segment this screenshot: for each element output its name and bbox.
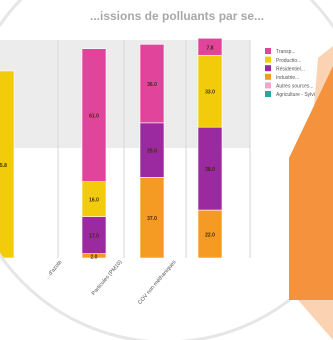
category-separators — [57, 40, 251, 258]
bar-value-label: 61.0 — [89, 114, 99, 120]
bar-segment — [197, 37, 223, 56]
bar-value-label: 85.8 — [0, 163, 7, 169]
legend-label: Productio... — [276, 58, 301, 64]
bar-value-label: 2.0 — [91, 254, 98, 260]
bar-segment — [139, 122, 165, 178]
accent-shape — [289, 66, 333, 300]
bar-segment — [139, 44, 165, 124]
legend-label: Agriculture - Sylvi... — [276, 92, 319, 98]
bar-segment — [197, 126, 223, 211]
bar-value-label: 7.8 — [207, 45, 214, 51]
bars-group: 85.8 2.0 17.0 16.0 61.0 37.0 25.0 36.0 22.0 38.0 3… — [0, 37, 223, 260]
bar-value-label: 25.0 — [147, 149, 157, 155]
legend-swatch — [265, 65, 271, 72]
legend-swatch — [265, 82, 271, 89]
bar-segment — [197, 54, 223, 128]
legend-label: Autres sources... — [276, 84, 314, 90]
bar-value-label: 38.0 — [205, 167, 215, 173]
legend-swatch — [265, 73, 271, 80]
chart-title: ...issions de polluants par se... — [90, 9, 264, 23]
legend-swatch — [265, 91, 271, 97]
legend: Transp... Productio... Résidentiel... Indus… — [265, 48, 319, 98]
bar-value-label: 17.0 — [89, 234, 99, 240]
bar-value-label: 16.0 — [89, 198, 99, 204]
bar-value-label: 37.0 — [147, 216, 157, 222]
legend-label: Transp... — [276, 49, 296, 55]
bar-value-label: 36.0 — [147, 82, 157, 88]
legend-swatch — [265, 56, 271, 63]
bar-value-label: 33.0 — [205, 90, 215, 96]
bar-segment — [81, 48, 107, 182]
bar-segment — [197, 209, 223, 259]
legend-label: Industrie... — [276, 75, 299, 81]
legend-label: Résidentiel... — [276, 66, 305, 72]
bar-segment — [81, 181, 107, 217]
legend-swatch — [265, 48, 271, 54]
bar-value-label: 22.0 — [205, 233, 215, 239]
